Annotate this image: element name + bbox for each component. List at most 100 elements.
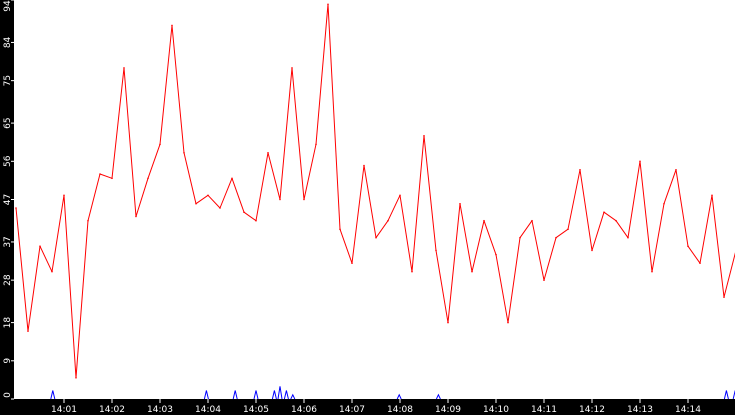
x-tick-label: 14:03 bbox=[147, 405, 173, 415]
x-tick-label: 14:12 bbox=[579, 405, 605, 415]
series-red-point bbox=[411, 270, 413, 273]
series-blue-spike bbox=[290, 393, 296, 400]
series-red-point bbox=[39, 245, 41, 247]
y-tick-label: 0 bbox=[3, 392, 13, 398]
x-tick-label: 14:08 bbox=[387, 405, 413, 415]
series-red-point bbox=[723, 296, 725, 298]
series-red-point bbox=[423, 135, 425, 137]
series-layer bbox=[15, 3, 735, 400]
series-red-point bbox=[243, 211, 245, 214]
series-red-point bbox=[303, 198, 305, 201]
series-red-point bbox=[291, 67, 293, 69]
series-red-point bbox=[27, 330, 29, 332]
series-red-point bbox=[123, 67, 125, 69]
x-tick-label: 14:01 bbox=[51, 405, 77, 415]
y-tick-label: 94 bbox=[3, 0, 13, 12]
series-blue-spike bbox=[723, 390, 729, 400]
y-tick-label: 37 bbox=[3, 236, 13, 247]
series-red-point bbox=[459, 202, 461, 205]
series-red-point bbox=[591, 249, 593, 252]
series-red-point bbox=[111, 177, 113, 180]
series-red-point bbox=[519, 236, 521, 239]
series-blue-spike bbox=[283, 390, 289, 400]
x-tick-label: 14:06 bbox=[291, 405, 317, 415]
series-red-point bbox=[147, 177, 149, 180]
series-red-point bbox=[507, 321, 509, 324]
series-red-point bbox=[51, 270, 53, 273]
x-tick-label: 14:04 bbox=[195, 405, 221, 415]
series-red-point bbox=[219, 207, 221, 209]
series-red-point bbox=[207, 194, 209, 197]
series-red-point bbox=[387, 219, 389, 222]
series-red-point bbox=[531, 219, 533, 222]
series-red-point bbox=[663, 202, 665, 205]
series-red-point bbox=[639, 160, 641, 163]
x-tick-label: 14:11 bbox=[531, 405, 557, 415]
x-axis-band bbox=[0, 399, 735, 415]
x-tick-label: 14:02 bbox=[99, 405, 125, 415]
series-red-point bbox=[15, 207, 17, 209]
x-tick-label: 14:10 bbox=[483, 405, 509, 415]
series-red-point bbox=[159, 143, 161, 146]
y-tick-label: 84 bbox=[3, 36, 13, 48]
series-red-point bbox=[87, 219, 89, 222]
series-blue-spike bbox=[203, 390, 209, 400]
series-blue-spike bbox=[253, 390, 259, 400]
series-red-point bbox=[555, 236, 557, 239]
y-tick-label: 56 bbox=[3, 155, 13, 167]
series-red-point bbox=[543, 279, 545, 281]
x-tick-label: 14:05 bbox=[243, 405, 269, 415]
series-red-point bbox=[195, 202, 197, 205]
series-red-point bbox=[435, 249, 437, 252]
series-blue-spike bbox=[277, 386, 283, 400]
series-red-point bbox=[171, 24, 173, 27]
x-tick-label: 14:13 bbox=[627, 405, 653, 415]
series-red-point bbox=[75, 376, 77, 379]
series-red-point bbox=[339, 228, 341, 231]
series-blue-spike bbox=[732, 390, 735, 400]
series-red-point bbox=[99, 173, 101, 175]
series-red-point bbox=[231, 177, 233, 180]
series-blue-spike bbox=[396, 393, 402, 400]
series-blue-spike bbox=[271, 390, 277, 400]
series-red-point bbox=[567, 228, 569, 231]
series-red-point bbox=[603, 211, 605, 214]
series-blue-spike bbox=[435, 393, 441, 400]
series-blue-spike bbox=[50, 390, 56, 400]
series-red-point bbox=[63, 194, 65, 197]
x-axis-ticks: 14:01 14:02 14:03 14:04 14:05 14:06 14:07 14:08… bbox=[51, 399, 701, 415]
x-tick-label: 14:09 bbox=[435, 405, 461, 415]
series-red-point bbox=[255, 219, 257, 222]
series-red-point bbox=[675, 168, 677, 171]
series-red-point bbox=[447, 321, 449, 324]
series-red-point bbox=[687, 245, 689, 247]
y-tick-label: 75 bbox=[3, 75, 13, 86]
series-red-point bbox=[399, 194, 401, 197]
series-red-point bbox=[267, 152, 269, 154]
series-red-point bbox=[699, 262, 701, 264]
y-axis-ticks: 0 9 18 28 37 47 56 65 75 84 94 bbox=[3, 0, 14, 400]
y-tick-label: 9 bbox=[3, 358, 13, 364]
y-tick-label: 65 bbox=[3, 117, 13, 128]
series-red-point bbox=[327, 3, 329, 6]
y-tick-label: 28 bbox=[3, 274, 13, 286]
series-red-point bbox=[471, 270, 473, 273]
series-red-point bbox=[651, 270, 653, 273]
series-red-point bbox=[183, 152, 185, 154]
x-tick-label: 14:14 bbox=[675, 405, 701, 415]
x-tick-label: 14:07 bbox=[339, 405, 365, 415]
series-blue-spike bbox=[232, 390, 238, 400]
series-red-point bbox=[711, 194, 713, 197]
series-red-point bbox=[627, 236, 629, 239]
y-tick-label: 18 bbox=[3, 317, 13, 329]
series-red-point bbox=[279, 198, 281, 201]
series-red-point bbox=[363, 164, 365, 167]
series-red-point bbox=[495, 253, 497, 256]
series-red-point bbox=[615, 219, 617, 222]
y-axis-band bbox=[0, 0, 14, 415]
series-red-point bbox=[135, 215, 137, 218]
y-tick-label: 47 bbox=[3, 194, 13, 205]
series-red-point bbox=[375, 236, 377, 239]
